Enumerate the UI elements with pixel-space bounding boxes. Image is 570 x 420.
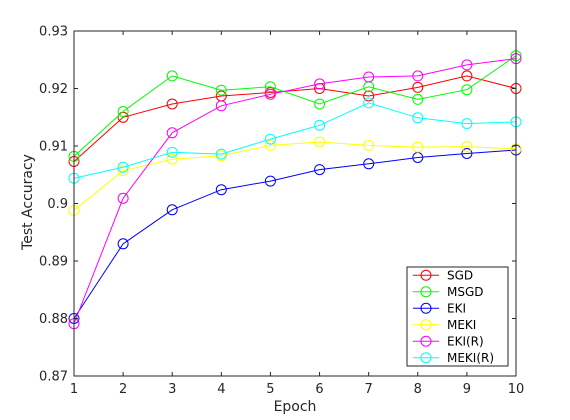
y-tick-label: 0.93	[39, 25, 68, 40]
data-point	[461, 141, 473, 153]
legend-entry: MEKI	[413, 318, 476, 332]
legend-swatch-marker	[420, 319, 432, 331]
data-point	[314, 98, 326, 110]
axes-layer: 1 2 3 4 5 6 7 8 9 10 0.87 0.88 0.89 0.9 0.91 0.92 0.93	[39, 25, 524, 398]
legend-entry: EKI(R)	[413, 334, 484, 348]
data-point	[166, 153, 178, 165]
series-4	[68, 53, 522, 330]
legend: SGD MSGD EKI MEKI EKI(R) MEKI(R)	[406, 266, 509, 367]
data-point	[363, 97, 375, 109]
data-point	[363, 158, 375, 170]
series-line	[73, 75, 517, 162]
data-point	[166, 70, 178, 82]
y-tick-label: 0.91	[39, 140, 68, 155]
data-point	[166, 98, 178, 110]
legend-swatch-marker	[420, 335, 432, 347]
data-point	[117, 238, 129, 250]
y-tick-label: 0.92	[39, 82, 68, 97]
data-point	[363, 90, 375, 102]
series-line	[73, 58, 517, 324]
data-point	[215, 84, 227, 96]
data-point	[264, 175, 276, 187]
data-point	[461, 148, 473, 159]
data-point	[314, 119, 326, 131]
data-point	[264, 81, 276, 93]
data-point	[117, 165, 129, 177]
series-line	[73, 55, 517, 157]
data-point	[314, 164, 326, 176]
x-tick-label: 1	[70, 382, 78, 397]
y-tick-label: 0.89	[39, 255, 68, 270]
legend-label: MEKI(R)	[447, 351, 494, 365]
data-point	[461, 118, 473, 130]
x-tick-label: 4	[217, 382, 225, 397]
data-point	[412, 141, 424, 153]
x-tick-label: 6	[315, 382, 323, 397]
data-point	[461, 84, 473, 96]
x-tick-label: 9	[463, 382, 471, 397]
data-point	[412, 70, 424, 82]
data-point	[412, 81, 424, 93]
legend-swatch-marker	[420, 269, 432, 281]
legend-label: MEKI	[447, 318, 476, 332]
data-point	[264, 139, 276, 151]
x-tick-label: 10	[508, 382, 525, 397]
data-point	[117, 111, 129, 123]
data-point	[363, 71, 375, 83]
legend-entry: EKI	[413, 301, 466, 315]
legend-label: MSGD	[447, 285, 484, 299]
x-axis-label: Epoch	[274, 399, 317, 415]
data-point	[117, 106, 129, 117]
legend-entry: SGD	[413, 268, 473, 282]
y-tick-label: 0.87	[39, 370, 68, 385]
data-point	[461, 70, 473, 82]
data-point	[117, 192, 129, 204]
legend-entry: MEKI(R)	[413, 351, 494, 365]
series-line	[73, 102, 517, 179]
series-layer	[68, 50, 522, 330]
legend-entry: MSGD	[413, 285, 484, 299]
data-point	[412, 93, 424, 105]
data-point	[264, 133, 276, 145]
x-tick-label: 8	[414, 382, 422, 397]
y-tick-label: 0.9	[47, 197, 68, 212]
series-2	[68, 144, 522, 324]
data-point	[215, 100, 227, 112]
legend-swatch-marker	[420, 286, 432, 298]
series-line	[73, 149, 517, 319]
data-point	[314, 78, 326, 90]
x-tick-label: 7	[365, 382, 373, 397]
data-point	[166, 204, 178, 216]
data-point	[314, 136, 326, 148]
data-point	[215, 148, 227, 160]
x-tick-label: 3	[168, 382, 176, 397]
data-point	[166, 146, 178, 158]
data-point	[215, 184, 227, 196]
legend-label: SGD	[447, 268, 473, 282]
legend-swatch-marker	[420, 352, 432, 364]
data-point	[412, 112, 424, 124]
data-point	[117, 161, 129, 173]
x-tick-label: 2	[119, 382, 127, 397]
y-axis-label: Test Accuracy	[20, 154, 36, 251]
data-point	[166, 127, 178, 139]
y-tick-label: 0.88	[39, 312, 68, 327]
legend-swatch-marker	[420, 302, 432, 314]
data-point	[363, 139, 375, 151]
legend-label: EKI(R)	[447, 334, 484, 348]
data-point	[461, 59, 473, 71]
x-tick-label: 5	[266, 382, 274, 397]
legend-label: EKI	[447, 301, 466, 315]
data-point	[264, 88, 276, 100]
legend-box	[406, 266, 509, 367]
